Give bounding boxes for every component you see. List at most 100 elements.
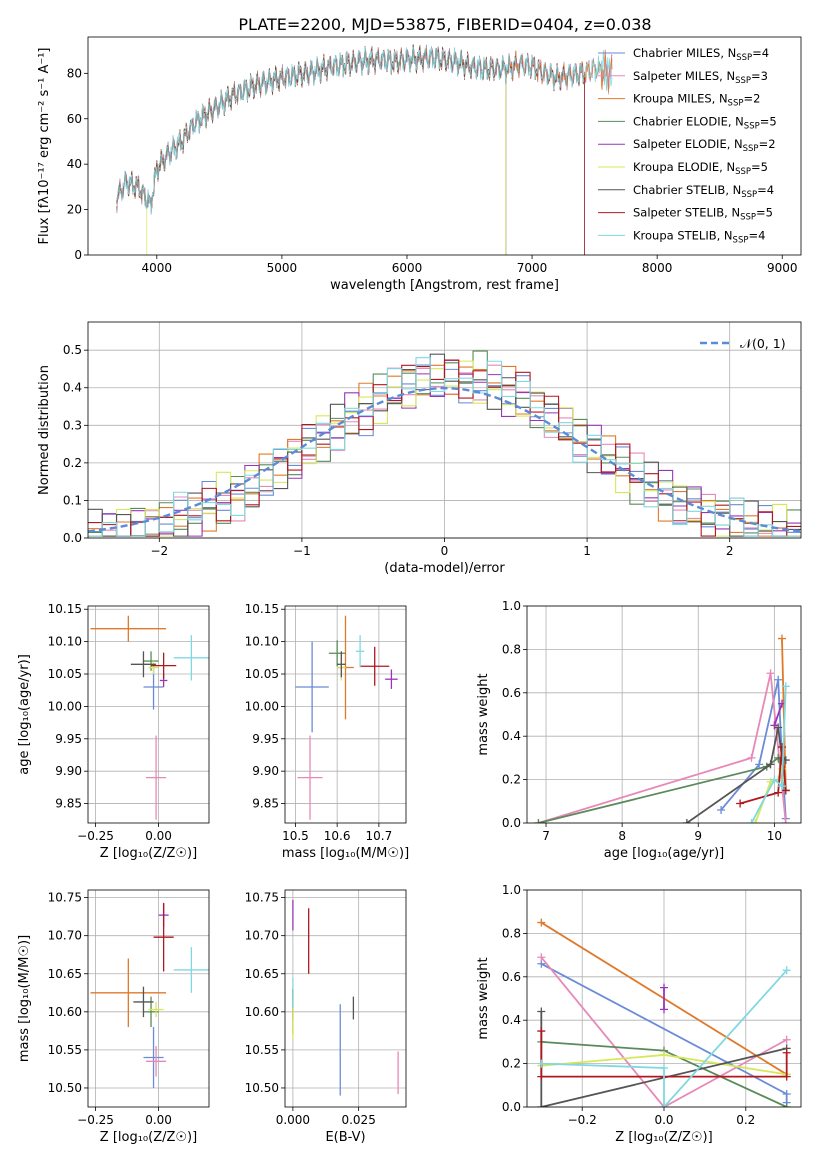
plot-area — [292, 899, 399, 1096]
y-tick-label: 10.70 — [245, 929, 279, 943]
y-tick-label: 10.00 — [48, 699, 82, 713]
legend-text: Kroupa STELIB, NSSP=4 — [633, 228, 765, 245]
x-axis-label: mass [log₁₀(M/M☉)] — [282, 846, 409, 861]
x-tick-label: 0.0 — [654, 1113, 673, 1127]
weight-marker — [537, 1059, 546, 1068]
errorbar-point — [143, 1027, 164, 1088]
axes-weight-vs-age: 7 8 9 10 0.0 0.2 0.4 0.6 0.8 1.0 age [log₁₀(age/yr… — [476, 599, 802, 861]
weight-marker — [782, 1072, 791, 1081]
errorbar-point — [337, 651, 346, 678]
errorbar-point — [90, 615, 167, 642]
y-tick-label: 0.4 — [63, 381, 82, 395]
weight-line — [686, 727, 787, 823]
y-tick-label: 10.75 — [48, 891, 82, 905]
legend-text: Salpeter MILES, NSSP=3 — [633, 69, 768, 86]
weight-marker — [660, 1050, 668, 1059]
axes-frame — [526, 605, 802, 824]
axes-frame — [87, 36, 802, 256]
y-tick-label: 9.90 — [55, 764, 82, 778]
legend-text: Salpeter STELIB, NSSP=5 — [633, 206, 773, 223]
errorbar-point — [148, 661, 159, 675]
spectrum-line — [116, 45, 507, 255]
axes-residuals: −2 −1 0 1 2 0.0 0.1 0.2 0.3 0.4 0.5 (data-model)/er… — [37, 321, 802, 576]
y-tick-label: 0.6 — [502, 970, 521, 984]
weight-marker — [781, 682, 790, 691]
legend-text: 𝒩(0, 1) — [740, 336, 786, 351]
y-axis-label: mass weight — [476, 957, 491, 1039]
weight-line — [773, 703, 783, 726]
x-tick-label: 1 — [583, 544, 591, 558]
weight-marker — [537, 953, 546, 962]
errorbar-point — [385, 669, 398, 689]
weight-marker — [782, 1103, 791, 1107]
y-tick-label: 10.15 — [245, 602, 279, 616]
y-tick-label: 10.60 — [48, 1005, 82, 1019]
weight-marker — [660, 1063, 668, 1072]
y-tick-label: 0.6 — [502, 686, 521, 700]
plot-area — [295, 615, 398, 820]
x-tick-label: 10.7 — [366, 829, 393, 843]
y-tick-label: 0.2 — [63, 456, 82, 470]
weight-marker — [717, 805, 726, 814]
grid — [285, 890, 406, 1107]
legend-text: Kroupa ELODIE, NSSP=5 — [633, 160, 768, 177]
weight-marker — [774, 788, 783, 797]
errorbar-point — [328, 640, 346, 667]
weight-line — [541, 969, 788, 1107]
plot-area — [534, 634, 790, 823]
x-tick-label: −1 — [293, 544, 311, 558]
weight-marker — [660, 1103, 668, 1107]
weight-marker — [537, 1103, 546, 1107]
y-axis-label: Flux [fλ10⁻¹⁷ erg cm⁻² s⁻¹ A⁻¹] — [37, 48, 52, 245]
weight-marker — [782, 1048, 791, 1057]
y-tick-label: 0.5 — [63, 343, 82, 357]
axes-weight-vs-Z: −0.2 0.0 0.2 0.0 0.2 0.4 0.6 0.8 1.0 Z [log₁₀(Z/Z… — [476, 883, 802, 1145]
weight-line — [750, 686, 787, 823]
y-tick-label: 1.0 — [502, 883, 521, 897]
x-tick-label: 5000 — [267, 261, 298, 275]
histogram-steps — [88, 359, 801, 537]
weight-marker — [751, 819, 760, 823]
axes-mass-vs-EBV: 0.000 0.025 10.50 10.55 10.60 10.65 10.70 10.75… — [245, 889, 407, 1145]
weight-marker — [782, 966, 791, 975]
weight-marker — [782, 1089, 791, 1098]
x-tick-label: −0.25 — [77, 1113, 114, 1127]
axes-spectrum: 4000 5000 6000 7000 8000 9000 0 20 40 60 80 wavelen… — [37, 36, 802, 293]
spectrum-line — [116, 45, 585, 255]
x-tick-label: 0.00 — [145, 829, 172, 843]
x-axis-label: (data-model)/error — [384, 561, 505, 576]
plot-area — [116, 44, 613, 255]
y-tick-label: 0.2 — [502, 773, 521, 787]
grid — [285, 606, 406, 823]
weight-marker — [747, 753, 756, 762]
errorbar-point — [145, 735, 167, 820]
x-tick-label: 7 — [542, 829, 550, 843]
spectrum-line — [116, 44, 507, 255]
axes-frame — [87, 605, 210, 824]
x-tick-label: 6000 — [392, 261, 423, 275]
y-tick-label: 9.85 — [55, 797, 82, 811]
x-tick-label: 4000 — [142, 261, 173, 275]
x-axis-label: wavelength [Angstrom, rest frame] — [330, 278, 559, 293]
weight-marker — [537, 1027, 546, 1036]
weight-marker — [781, 819, 790, 823]
figure-title: PLATE=2200, MJD=53875, FIBERID=0404, z=0… — [238, 15, 651, 34]
y-tick-label: 40 — [67, 157, 82, 171]
errorbar-point — [173, 947, 209, 993]
x-axis-label: Z [log₁₀(Z/Z☉)] — [100, 846, 197, 861]
errorbar-point — [130, 651, 157, 678]
x-axis-label: Z [log₁₀(Z/Z☉)] — [615, 1130, 712, 1145]
histogram-steps — [88, 357, 801, 537]
y-tick-label: 0.4 — [502, 1013, 521, 1027]
weight-line — [538, 673, 787, 823]
weight-marker — [766, 760, 775, 769]
weight-marker — [534, 819, 543, 823]
x-axis-label: E(B-V) — [325, 1130, 365, 1145]
errorbar-point — [295, 641, 329, 733]
weight-line — [538, 756, 787, 823]
weight-marker — [770, 775, 779, 784]
weight-marker — [537, 918, 546, 927]
y-tick-label: 0.0 — [502, 1100, 521, 1114]
plot-area — [90, 615, 209, 820]
y-tick-label: 0.8 — [502, 926, 521, 940]
